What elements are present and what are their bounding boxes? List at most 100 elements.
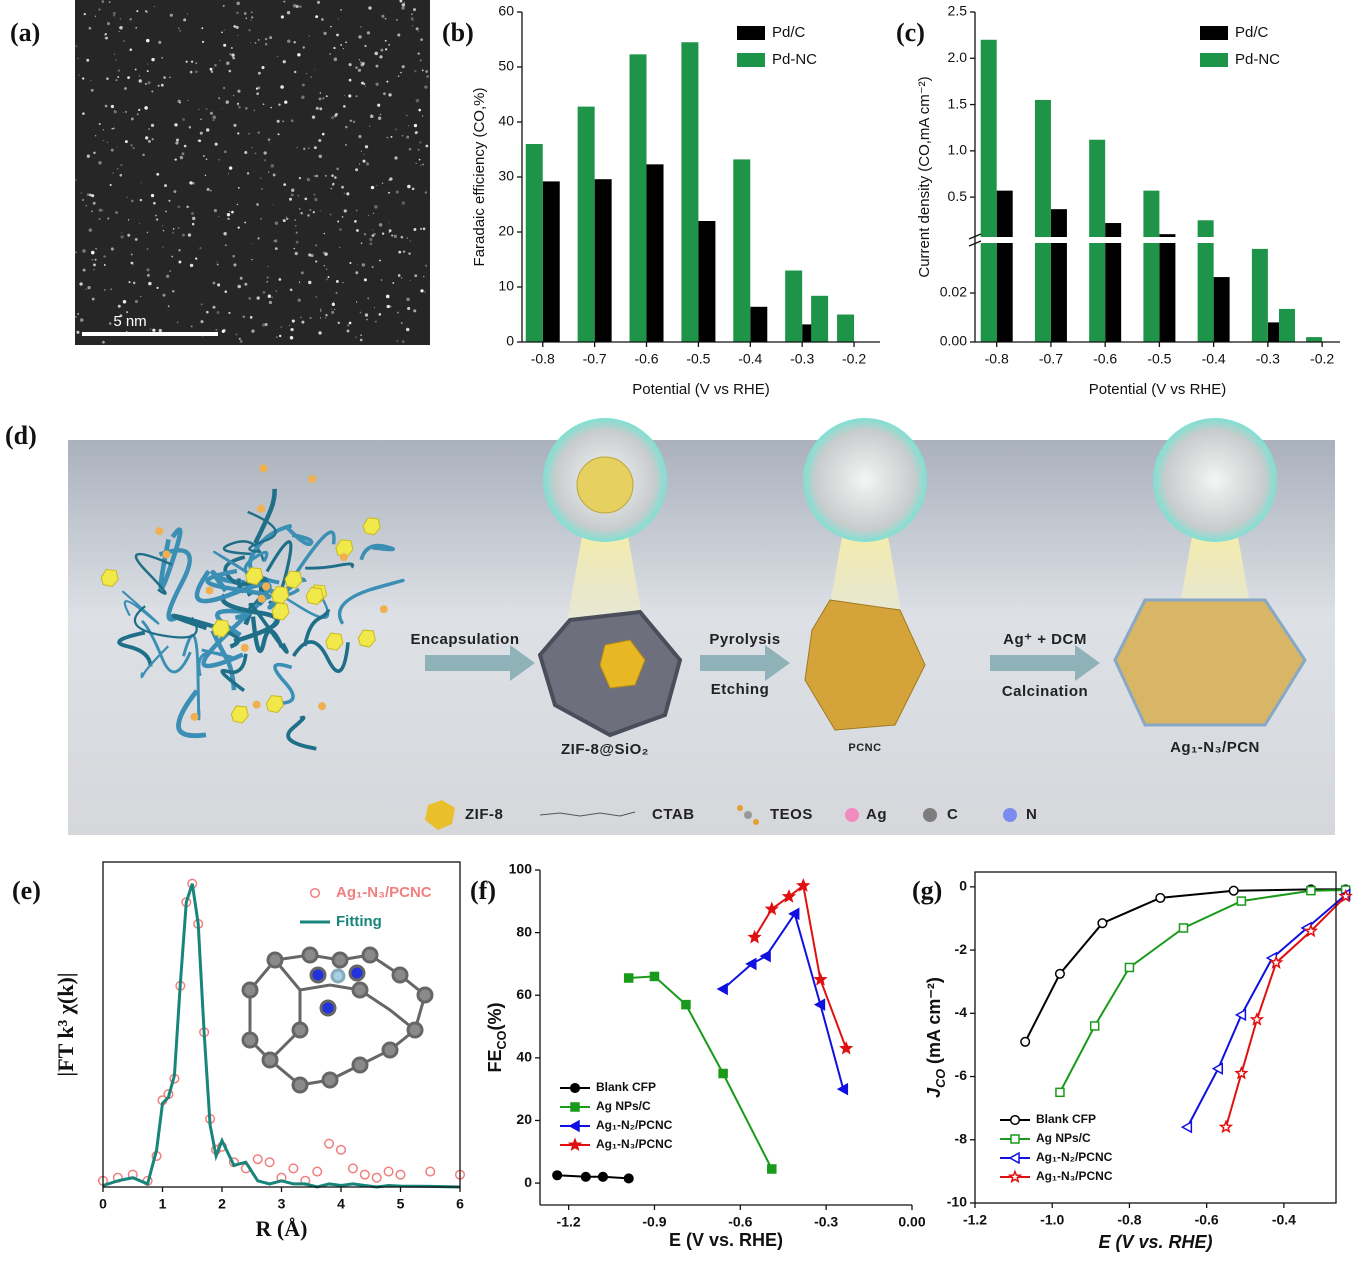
dot xyxy=(363,278,367,282)
dot xyxy=(333,57,338,62)
dot xyxy=(134,68,137,71)
series-line xyxy=(1186,894,1347,1128)
y-tick-label: 40 xyxy=(516,1049,532,1065)
dot xyxy=(414,274,418,278)
marker xyxy=(1338,888,1353,903)
dot xyxy=(153,201,156,205)
fiber xyxy=(176,689,207,739)
dot xyxy=(374,320,377,323)
dot xyxy=(88,228,93,232)
dot xyxy=(202,40,205,43)
teos-bead xyxy=(162,550,171,559)
dot xyxy=(388,229,392,232)
marker xyxy=(839,1040,854,1055)
dot xyxy=(148,139,151,143)
dot xyxy=(279,334,282,338)
dot xyxy=(83,12,86,16)
fiber xyxy=(253,488,277,545)
dot xyxy=(82,249,86,253)
dot xyxy=(358,163,361,165)
dot xyxy=(399,0,403,3)
dot xyxy=(266,280,269,283)
dot xyxy=(355,271,359,275)
dot xyxy=(261,65,265,70)
dot xyxy=(122,111,124,113)
legend-icon xyxy=(845,808,859,822)
dot xyxy=(360,242,363,244)
dot xyxy=(308,147,310,149)
dot xyxy=(319,210,321,212)
arrow xyxy=(425,645,535,681)
series-line xyxy=(1225,895,1347,1128)
marker xyxy=(425,1166,436,1177)
x-tick-label: 0 xyxy=(99,1196,107,1212)
dot xyxy=(331,310,335,315)
bar xyxy=(750,306,768,342)
zif-crystal xyxy=(357,629,376,648)
dot xyxy=(277,133,280,136)
dot xyxy=(110,288,112,291)
dot xyxy=(263,159,267,162)
dot xyxy=(425,144,429,148)
dot xyxy=(330,187,333,190)
dot xyxy=(177,99,181,103)
dot xyxy=(144,10,148,13)
marker xyxy=(567,1137,583,1152)
marker xyxy=(788,907,800,921)
dot xyxy=(216,261,218,263)
dot xyxy=(335,112,338,116)
dot xyxy=(417,31,420,33)
dot xyxy=(127,76,130,80)
dot xyxy=(390,135,393,138)
dot xyxy=(162,230,165,232)
dot xyxy=(135,26,138,29)
dot xyxy=(249,316,253,319)
dot xyxy=(333,46,336,50)
dot xyxy=(103,37,105,39)
dot xyxy=(368,6,372,10)
dot xyxy=(345,144,347,146)
marker xyxy=(623,1173,634,1184)
dot xyxy=(126,331,128,333)
dot xyxy=(347,324,350,327)
dot xyxy=(213,209,217,213)
y-label-part: CO xyxy=(934,1069,948,1088)
dot xyxy=(420,289,423,292)
marker xyxy=(1155,892,1166,903)
bar xyxy=(1306,337,1323,342)
y-tick-label: 0.02 xyxy=(940,284,967,300)
dot xyxy=(298,176,302,180)
marker xyxy=(1234,1008,1247,1022)
dot xyxy=(324,252,328,256)
dot xyxy=(95,247,98,250)
dot xyxy=(401,65,405,69)
dot xyxy=(199,246,202,250)
dot xyxy=(401,3,406,7)
dot xyxy=(200,303,203,306)
y-label-part: |FT k³ χ(k)| xyxy=(53,972,78,1076)
dot xyxy=(116,211,119,214)
dot xyxy=(419,141,422,144)
dot xyxy=(357,68,362,72)
dot xyxy=(278,278,282,281)
legend-label: Pd/C xyxy=(772,24,806,41)
dot xyxy=(282,60,286,64)
marker xyxy=(1234,1065,1249,1080)
dot xyxy=(219,59,221,62)
dot xyxy=(344,94,346,96)
bar xyxy=(525,144,543,342)
x-axis-label: E (V vs. RHE) xyxy=(1098,1232,1212,1252)
dot xyxy=(291,188,295,192)
dot xyxy=(367,297,370,300)
dot xyxy=(155,214,157,217)
x-tick-label: -0.8 xyxy=(531,351,555,367)
dot xyxy=(117,69,120,72)
dot xyxy=(325,314,328,317)
dot xyxy=(117,168,119,170)
dot xyxy=(364,85,366,87)
legend-swatch xyxy=(737,53,765,67)
dot xyxy=(319,107,323,111)
dot xyxy=(300,271,304,275)
dot xyxy=(318,138,322,143)
dot xyxy=(113,109,116,112)
